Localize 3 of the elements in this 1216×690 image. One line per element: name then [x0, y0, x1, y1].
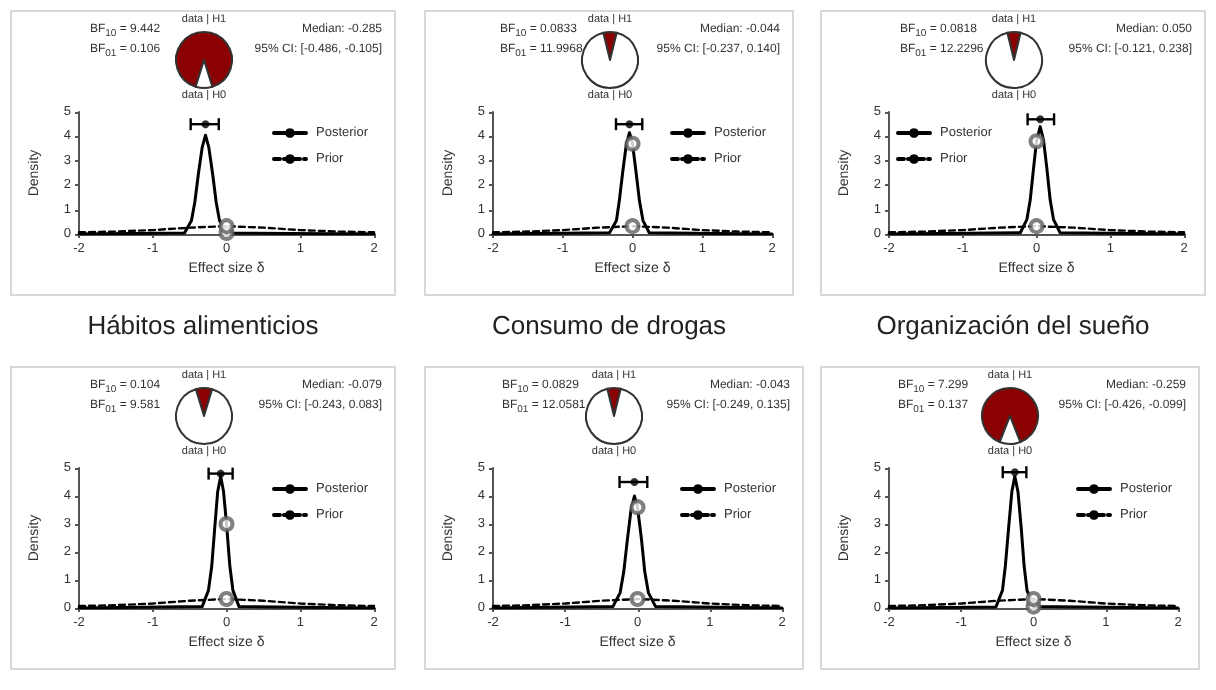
text: Hábitos alimenticios	[85, 310, 321, 340]
text: Organización del sueño	[874, 310, 1152, 340]
text: Consumo de drogas	[489, 310, 729, 340]
